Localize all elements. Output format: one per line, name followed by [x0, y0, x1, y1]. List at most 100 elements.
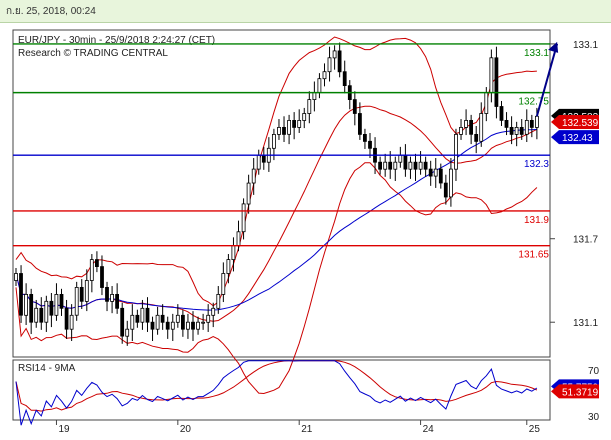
candle-body — [317, 78, 322, 93]
candle-body — [499, 106, 504, 121]
candle-body — [459, 127, 463, 135]
candle-body — [277, 127, 281, 135]
x-axis-tick-label: 19 — [58, 424, 70, 435]
candle-body — [282, 127, 286, 135]
candle-body — [54, 293, 59, 316]
candle-body — [261, 154, 266, 163]
level-label: 132.3 — [524, 159, 549, 170]
candle-body — [74, 286, 79, 316]
level-label: 131.65 — [518, 250, 549, 261]
candle-body — [448, 168, 453, 198]
candle-body — [469, 120, 474, 135]
candle-body — [44, 300, 49, 323]
candle-body — [135, 314, 140, 323]
price-tag-bg — [551, 114, 599, 129]
candle-body — [312, 92, 317, 100]
chart-title: EUR/JPY - 30min - 25/9/2018 2:24:27 (CET… — [18, 35, 215, 46]
candle-body — [418, 161, 423, 170]
price-tag: 132.43 — [551, 130, 599, 145]
rsi-axis-tick-label: 30 — [588, 412, 600, 423]
candle-body — [59, 293, 64, 309]
candle-body — [413, 161, 418, 170]
candle-body — [165, 321, 170, 330]
candle-body — [337, 50, 342, 73]
candle-body — [19, 273, 23, 316]
x-axis-tick-label: 20 — [180, 424, 192, 435]
candle-body — [160, 314, 165, 323]
candle-body — [474, 133, 479, 142]
x-axis-tick-label: 25 — [529, 424, 541, 435]
rsi-axis-tick-label: 70 — [588, 366, 600, 377]
candle-body — [352, 99, 357, 114]
candle-body — [100, 266, 104, 288]
price-tag-bg — [551, 130, 599, 145]
candle-body — [292, 120, 297, 128]
candle-body — [236, 231, 241, 247]
candle-body — [231, 245, 236, 260]
level-label: 132.75 — [518, 97, 549, 108]
candle-body — [271, 133, 276, 149]
candle-body — [130, 314, 135, 330]
candle-body — [191, 321, 195, 330]
x-axis-tick-label: 24 — [423, 424, 435, 435]
candle-body — [509, 127, 514, 135]
projection-arrow-head — [548, 41, 559, 53]
level-label: 133.1 — [524, 48, 549, 59]
candle-body — [332, 50, 337, 59]
candle-body — [287, 120, 292, 135]
projection-arrow-line — [535, 43, 559, 117]
price-panel-frame — [12, 29, 551, 358]
candle-body — [84, 280, 89, 302]
bollinger-middle-line — [15, 105, 538, 322]
candle-body — [423, 161, 428, 170]
candle-body — [307, 99, 312, 114]
candle-body — [226, 259, 231, 274]
moving-average-line — [15, 128, 537, 311]
candle-body — [514, 127, 519, 135]
candle-body — [246, 182, 251, 205]
bollinger-lower-line — [15, 162, 538, 395]
candle-body — [438, 168, 443, 184]
candle-body — [185, 321, 190, 330]
bollinger-upper-line — [15, 36, 537, 307]
rsi-line — [15, 360, 538, 426]
rsi-tag: 51.3719 — [551, 384, 599, 399]
candle-body — [49, 300, 54, 316]
candle-body — [170, 321, 175, 330]
candle-body — [408, 161, 413, 170]
candle-body — [39, 307, 44, 323]
candle-body — [125, 328, 130, 337]
rsi-tag-bg — [551, 384, 599, 399]
candle-body — [14, 273, 18, 281]
candle-body — [479, 113, 484, 142]
support-resistance-levels: 133.1 132.75 132.3 131.9 131.65 — [13, 41, 559, 261]
candle-body — [64, 307, 69, 330]
candle-body — [24, 293, 29, 316]
candle-body — [535, 115, 539, 128]
candle-body — [322, 71, 327, 80]
candle-body — [95, 259, 99, 268]
rsi-panel-frame — [12, 359, 551, 421]
axis-ticks: 133.1 131.7 131.1 19 20 21 24 25 70 30 — [55, 40, 600, 435]
candle-body — [69, 314, 74, 330]
candle-body — [362, 133, 367, 142]
rsi-ma-line — [15, 360, 538, 412]
candle-body — [89, 259, 94, 281]
candle-body — [454, 133, 458, 170]
candle-body — [201, 321, 206, 324]
window-timestamp-bar: ก.ย. 25, 2018, 00:24 — [0, 0, 611, 23]
candle-body — [378, 161, 383, 170]
candle-body — [120, 307, 125, 337]
candle-body — [494, 57, 499, 107]
price-tag: 132.539 — [551, 114, 599, 129]
candle-body — [388, 161, 393, 170]
x-axis-tick-label: 21 — [301, 424, 313, 435]
candle-body — [393, 161, 398, 170]
candle-body — [206, 314, 211, 323]
candle-body — [150, 321, 155, 330]
candle-body — [115, 293, 119, 309]
candle-body — [519, 127, 524, 135]
candle-body — [34, 307, 39, 323]
rsi-tag-text: 51.3719 — [562, 387, 599, 398]
